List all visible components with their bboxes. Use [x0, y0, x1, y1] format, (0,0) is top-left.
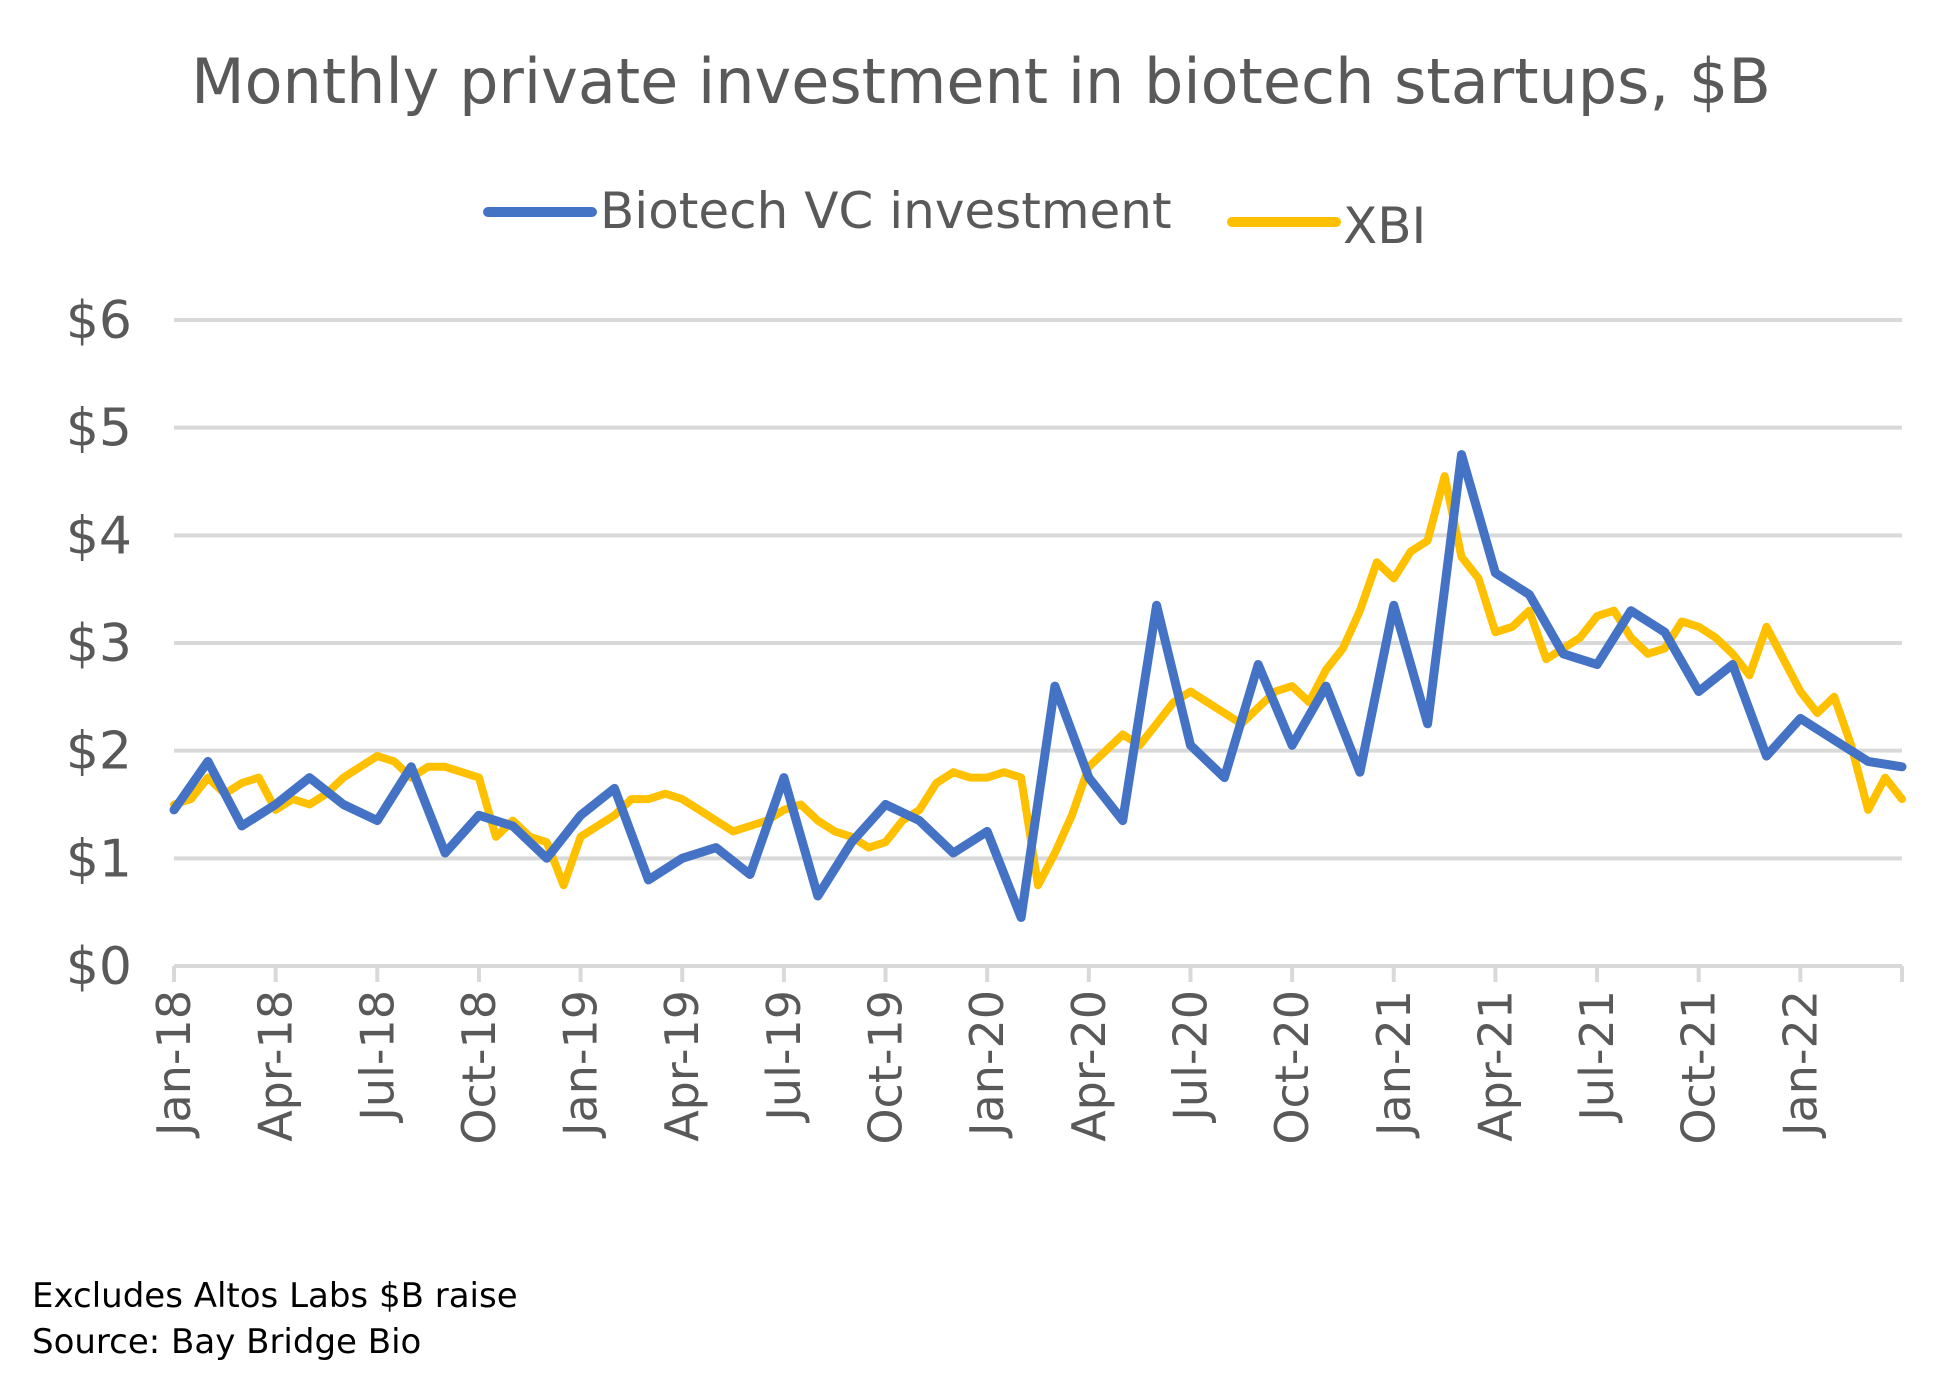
x-tick-label: Oct-18 — [452, 990, 506, 1145]
legend-label-vc: Biotech VC investment — [600, 182, 1172, 240]
y-tick-label: $6 — [66, 291, 132, 351]
x-tick-label: Jul-18 — [350, 990, 404, 1124]
x-tick-label: Jan-18 — [147, 990, 201, 1139]
x-tick-label: Oct-20 — [1265, 990, 1319, 1145]
x-tick-label: Apr-19 — [655, 990, 709, 1142]
y-tick-label: $2 — [66, 722, 132, 782]
footnote-source: Source: Bay Bridge Bio — [32, 1322, 422, 1362]
x-tick-label: Jan-19 — [554, 990, 608, 1139]
x-tick-label: Apr-20 — [1062, 990, 1116, 1142]
series-line-vc — [169, 450, 1907, 922]
legend: Biotech VC investment XBI — [483, 182, 1426, 255]
y-tick-label: $0 — [66, 937, 132, 997]
x-tick-label: Jul-19 — [757, 990, 811, 1124]
y-tick-label: $3 — [66, 614, 132, 674]
x-tick-label: Jul-20 — [1163, 990, 1217, 1124]
chart-title: Monthly private investment in biotech st… — [191, 45, 1771, 118]
series-lines — [169, 450, 1907, 922]
x-tick-label: Oct-19 — [859, 990, 913, 1145]
x-tick-label: Jan-21 — [1367, 990, 1421, 1139]
y-axis-ticks: $0 $1 $2 $3 $4 $5 $6 — [66, 291, 132, 997]
x-tick-label: Jan-22 — [1773, 990, 1827, 1139]
x-tick-label: Apr-21 — [1468, 990, 1522, 1142]
gridlines — [174, 318, 1902, 861]
legend-label-xbi: XBI — [1343, 197, 1426, 255]
y-tick-label: $5 — [66, 399, 132, 459]
series-line-xbi — [170, 472, 1906, 890]
x-axis: Jan-18 Apr-18 Jul-18 Oct-18 Jan-19 Apr-19 Jul-… — [147, 964, 1904, 1145]
y-tick-label: $1 — [66, 829, 132, 889]
footnote-exclusion: Excludes Altos Labs $B raise — [32, 1276, 518, 1316]
x-tick-label: Jul-21 — [1570, 990, 1624, 1124]
x-tick-label: Jan-20 — [960, 990, 1014, 1139]
x-tick-label: Apr-18 — [249, 990, 303, 1142]
x-tick-label: Oct-21 — [1672, 990, 1726, 1145]
y-tick-label: $4 — [66, 506, 132, 566]
